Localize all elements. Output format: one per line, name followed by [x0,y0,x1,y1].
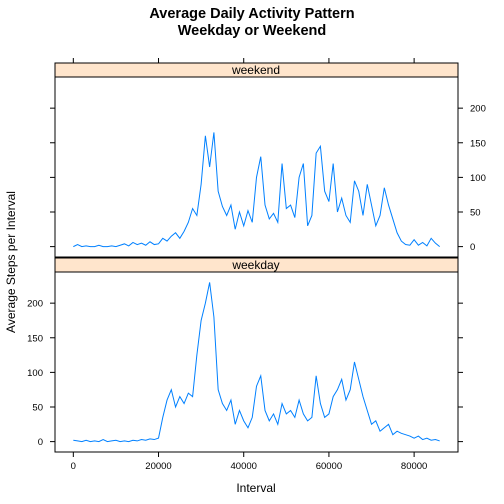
x-axis-label: Interval [236,481,275,495]
weekday-panel: weekday [54,257,459,453]
weekend-series-line [73,132,440,248]
weekday-plot-area [54,271,459,453]
weekend-plot-area [54,76,459,258]
weekend-panel: weekend [54,62,459,258]
weekday-y-tick-label: 50 [32,403,43,414]
weekend-strip-label: weekend [231,63,280,77]
weekend-y-tick-label: 50 [470,208,481,219]
weekday-y-tick-label: 150 [27,333,43,344]
y-axis-label: Average Steps per Interval [4,191,18,333]
weekday-series-line [73,282,440,443]
weekday-y-tick-label: 200 [27,299,43,310]
weekend-y-tick-label: 0 [470,242,475,253]
x-tick-label: 80000 [401,461,427,472]
weekday-y-tick-label: 100 [27,368,43,379]
weekend-y-tick-label: 100 [470,173,486,184]
x-tick-label: 0 [71,461,76,472]
weekend-y-tick-label: 200 [470,104,486,115]
x-tick-label: 20000 [145,461,171,472]
chart-title-line-1: Average Daily Activity Pattern [149,6,354,22]
weekend-y-tick-label: 150 [470,138,486,149]
x-tick-label: 40000 [231,461,257,472]
x-tick-label: 60000 [316,461,342,472]
weekday-strip-label: weekday [231,258,279,272]
weekday-y-tick-label: 0 [38,437,43,448]
chart-title-line-2: Weekday or Weekend [178,23,327,39]
